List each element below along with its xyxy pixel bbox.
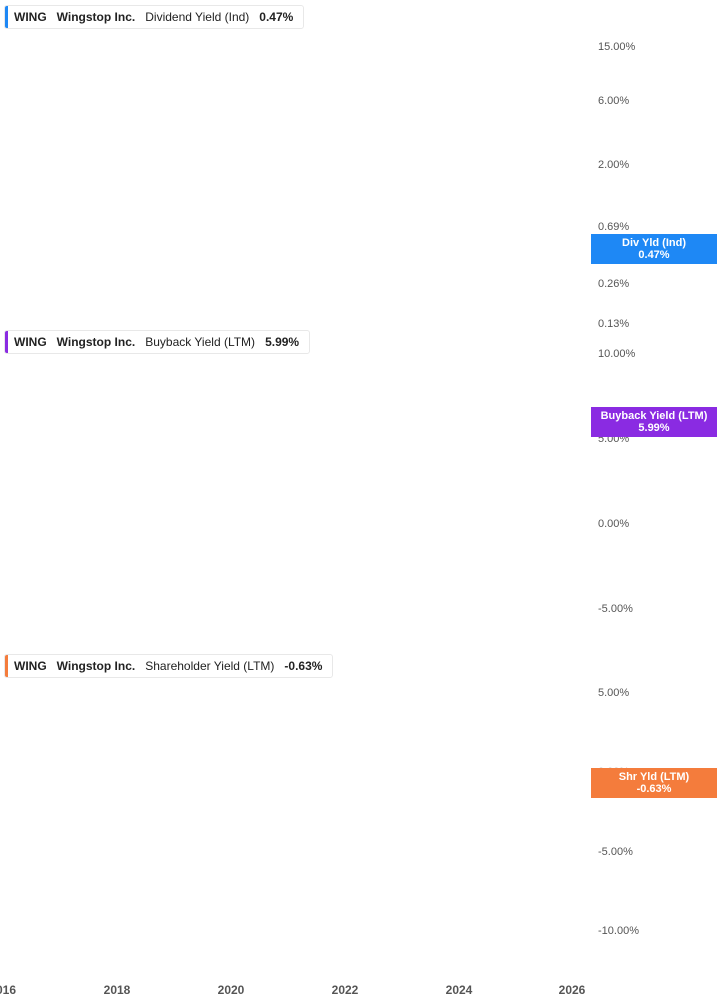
x-tick-label: 2024 bbox=[445, 983, 473, 997]
y-tick: 0.00% bbox=[598, 766, 630, 778]
legend-ticker: WING bbox=[14, 335, 47, 349]
x-tick-label: 016 bbox=[0, 983, 17, 997]
legend-metric: Shareholder Yield (LTM) bbox=[145, 659, 275, 673]
legend-metric: Buyback Yield (LTM) bbox=[145, 335, 256, 349]
legend-value: 0.47% bbox=[259, 10, 294, 24]
legend-ticker: WING bbox=[14, 659, 47, 673]
buyback-value-flag: Buyback Yield (LTM) 5.99% bbox=[591, 407, 717, 437]
y-tick: 5.00% bbox=[598, 433, 630, 445]
buyback-legend[interactable]: WING Wingstop Inc. Buyback Yield (LTM) 5… bbox=[4, 330, 311, 354]
flag-label: Div Yld (Ind) bbox=[622, 237, 686, 249]
x-tick-label: 2020 bbox=[217, 983, 245, 997]
legend-ticker: WING bbox=[14, 10, 47, 24]
legend-value: 5.99% bbox=[265, 335, 300, 349]
y-tick: 0.26% bbox=[598, 278, 630, 290]
shareholder-value-flag: Shr Yld (LTM) -0.63% bbox=[591, 768, 717, 798]
y-tick: 2.00% bbox=[598, 159, 630, 171]
x-tick-label: 2018 bbox=[103, 983, 131, 997]
y-tick: 0.13% bbox=[598, 318, 630, 330]
shareholder-yield-line bbox=[0, 729, 581, 946]
y-tick: 0.00% bbox=[598, 518, 630, 530]
dividend-yield-panel: WING Wingstop Inc. Dividend Yield (Ind) … bbox=[0, 0, 717, 330]
x-tick-label: 2026 bbox=[558, 983, 586, 997]
dividend-legend[interactable]: WING Wingstop Inc. Dividend Yield (Ind) … bbox=[4, 5, 305, 29]
y-tick: -5.00% bbox=[598, 603, 633, 615]
legend-company: Wingstop Inc. bbox=[56, 659, 136, 673]
y-tick: 6.00% bbox=[598, 95, 630, 107]
y-tick: 5.00% bbox=[598, 687, 630, 699]
flag-value: 0.47% bbox=[638, 249, 670, 261]
legend-color-bar bbox=[5, 655, 8, 677]
y-tick: -10.00% bbox=[598, 925, 639, 937]
y-tick: 10.00% bbox=[598, 348, 636, 360]
legend-value: -0.63% bbox=[284, 659, 323, 673]
y-tick: 0.69% bbox=[598, 221, 630, 233]
flag-label: Buyback Yield (LTM) bbox=[600, 410, 708, 422]
legend-company: Wingstop Inc. bbox=[56, 10, 136, 24]
y-tick: -5.00% bbox=[598, 846, 633, 858]
dividend-value-flag: Div Yld (Ind) 0.47% bbox=[591, 234, 717, 264]
y-tick: 15.00% bbox=[598, 41, 636, 53]
flag-label: Shr Yld (LTM) bbox=[618, 771, 690, 783]
legend-color-bar bbox=[5, 6, 8, 28]
shareholder-legend[interactable]: WING Wingstop Inc. Shareholder Yield (LT… bbox=[4, 654, 334, 678]
buyback-yield-line bbox=[0, 404, 579, 621]
flag-value: -0.63% bbox=[636, 783, 672, 795]
legend-color-bar bbox=[5, 331, 8, 353]
x-tick-label: 2022 bbox=[331, 983, 359, 997]
flag-value: 5.99% bbox=[638, 422, 670, 434]
legend-metric: Dividend Yield (Ind) bbox=[145, 10, 250, 24]
legend-company: Wingstop Inc. bbox=[56, 335, 136, 349]
